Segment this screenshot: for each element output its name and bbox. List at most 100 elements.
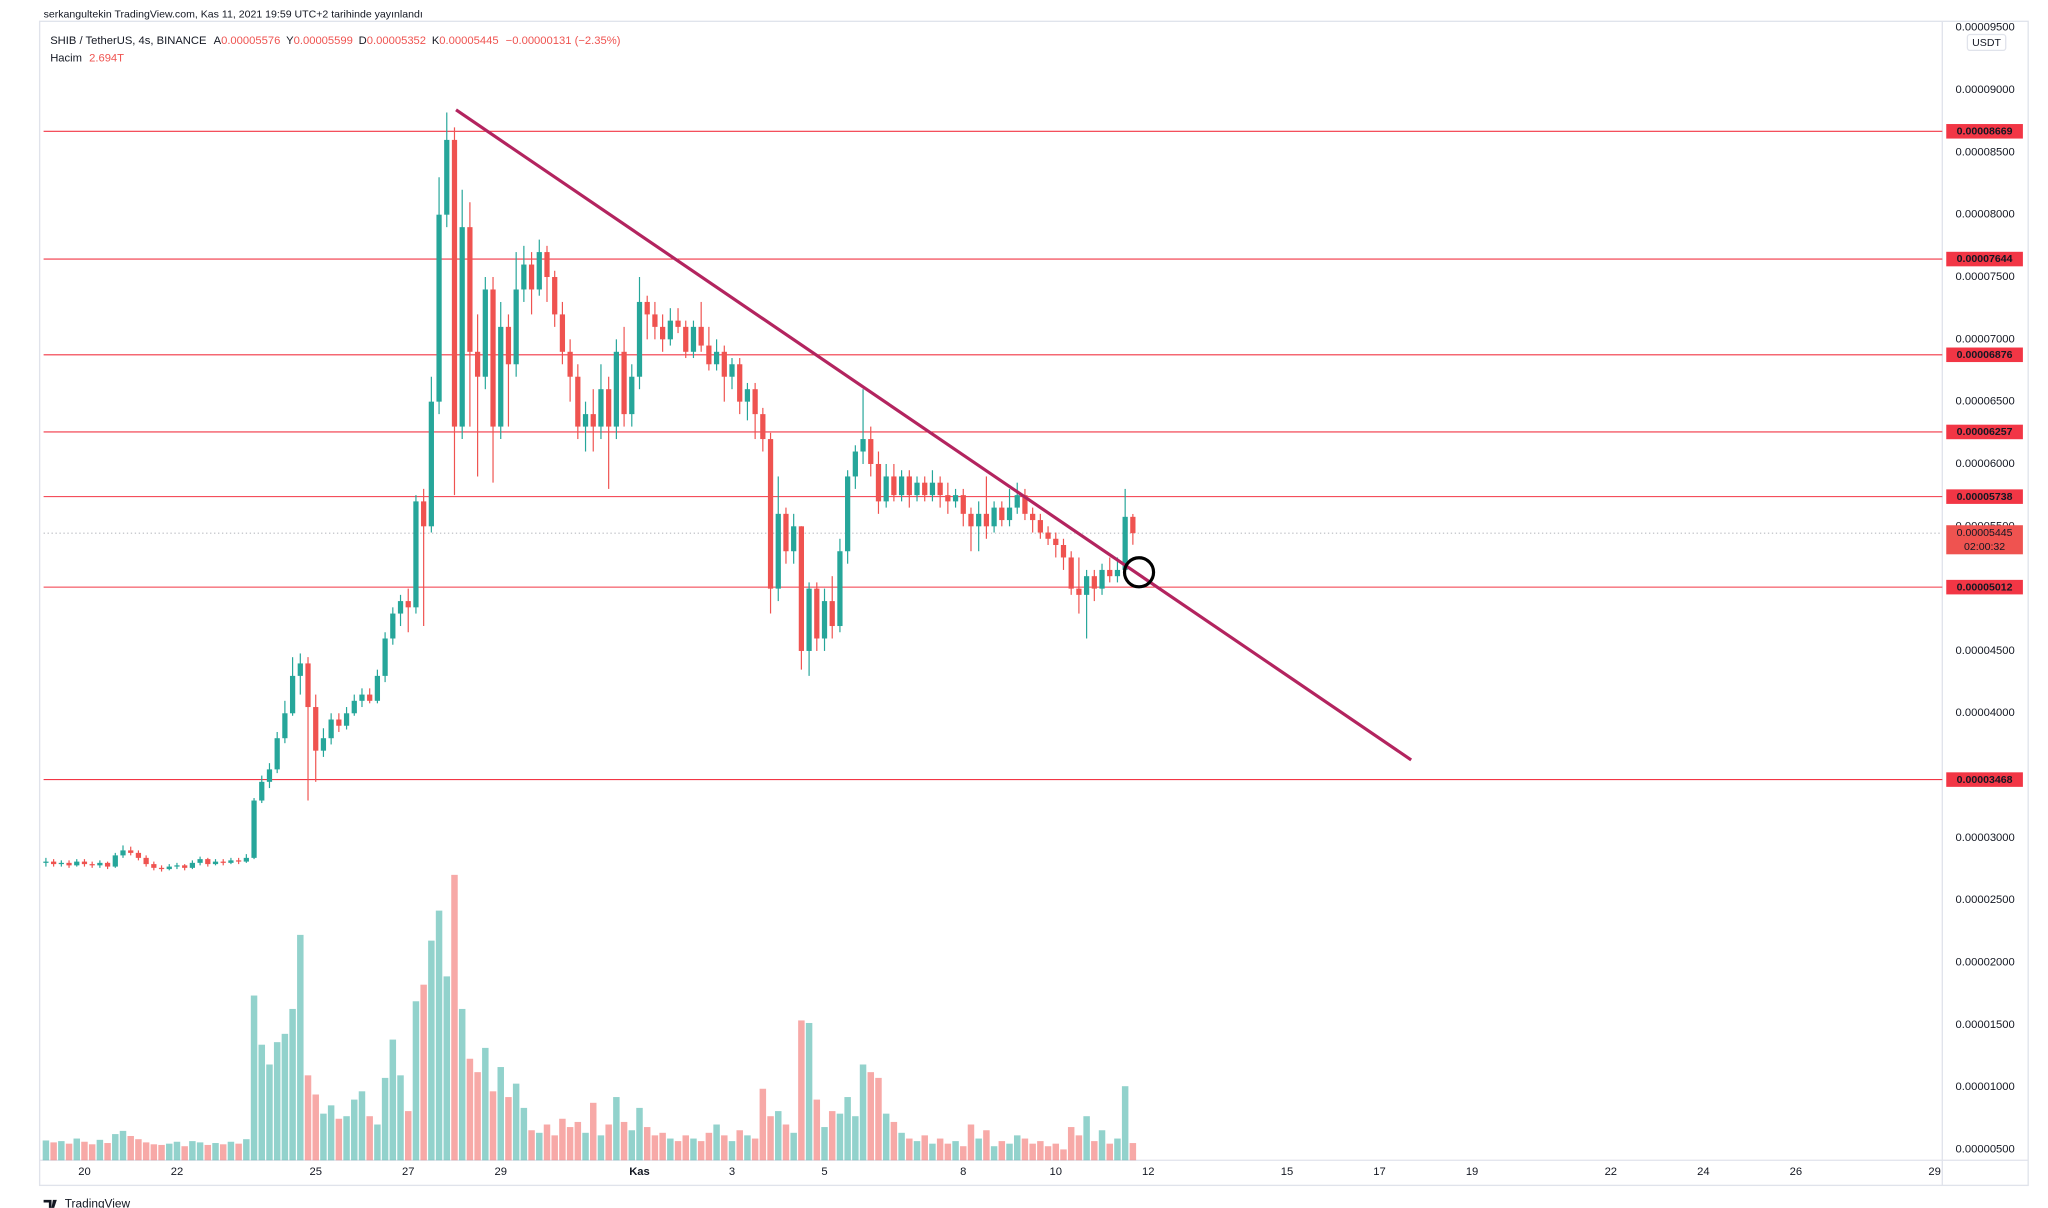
volume-legend-name: Hacim (50, 52, 82, 64)
candle-body (97, 862, 103, 866)
candle-body (737, 364, 743, 402)
volume-bar (1044, 1146, 1052, 1161)
candle-body (274, 738, 280, 770)
candle-body (1030, 513, 1036, 521)
candle-body (490, 289, 496, 427)
volume-bar (667, 1138, 674, 1161)
candle-body (43, 861, 49, 863)
candle-body (613, 351, 619, 427)
legend-value: 0.00005576 (221, 35, 280, 47)
volume-bar (50, 1142, 57, 1161)
candle-body (1076, 588, 1082, 595)
last-price-box (1946, 525, 2023, 555)
volume-bar (73, 1138, 80, 1161)
volume-bar (81, 1141, 88, 1161)
candle-body (536, 252, 542, 290)
candle-body (1045, 532, 1051, 539)
volume-bar (1029, 1143, 1036, 1161)
volume-bar (212, 1143, 219, 1161)
volume-bar (273, 1042, 281, 1161)
volume-bar (983, 1130, 990, 1161)
x-tick-label: 3 (729, 1166, 735, 1178)
volume-bar (281, 1033, 289, 1161)
y-tick-label: 0.00001000 (1956, 1081, 2015, 1093)
candle-body (698, 326, 704, 346)
volume-bar (289, 1008, 296, 1161)
volume-bar (381, 1077, 389, 1161)
candle-body (104, 862, 111, 867)
volume-bar (297, 934, 304, 1161)
candle-body (798, 526, 805, 651)
highlight-circle (1122, 556, 1156, 589)
volume-bar (921, 1135, 928, 1161)
legend-key: D (359, 35, 367, 47)
volume-bar (520, 1107, 528, 1161)
candle-body (837, 551, 843, 627)
x-tick-label: 15 (1281, 1166, 1293, 1178)
x-tick-label: 27 (402, 1166, 414, 1178)
volume-bar (189, 1141, 196, 1161)
candle-body (606, 389, 612, 427)
volume-bar (58, 1141, 65, 1161)
volume-bar (1021, 1138, 1029, 1161)
candle-body (1053, 538, 1059, 546)
volume-bar (1083, 1116, 1090, 1161)
candle-body (544, 252, 550, 278)
volume-bar (204, 1144, 212, 1161)
level-label-box (1946, 424, 2023, 440)
level-label-box (1946, 347, 2023, 363)
volume-bar (767, 1116, 774, 1161)
candle-body (467, 227, 473, 352)
volume-bar (882, 1113, 890, 1161)
candle-body (297, 663, 303, 676)
volume-bar (582, 1132, 589, 1161)
volume-bar (512, 1083, 520, 1161)
volume-bar (682, 1135, 689, 1161)
candle-body (382, 638, 388, 676)
candle-body (968, 513, 974, 527)
candle-body (845, 476, 851, 552)
candle-body (220, 861, 226, 863)
x-tick-label: 29 (1928, 1166, 1940, 1178)
last-price-label: 0.00005445 (1957, 527, 2013, 539)
candle-body (336, 719, 342, 726)
candle-body (328, 719, 334, 739)
y-tick-label: 0.00009500 (1956, 22, 2015, 34)
legend-symbol: SHIB / TetherUS, 4s, BINANCE (50, 35, 206, 47)
x-tick-label: 29 (494, 1166, 506, 1178)
trend-line (455, 108, 1413, 762)
candle-body (775, 513, 781, 589)
candle-body (821, 601, 828, 639)
volume-bar (173, 1141, 181, 1161)
candle-body (390, 613, 396, 639)
candle-body (58, 862, 64, 865)
candle-body (436, 214, 442, 402)
candle-body (644, 301, 650, 315)
legend-change: −0.00000131 (−2.35%) (506, 35, 621, 47)
candle-body (1022, 495, 1028, 514)
volume-bar (867, 1072, 875, 1161)
candle-body (1083, 576, 1090, 595)
candle-body (251, 800, 257, 858)
candle-body (667, 320, 673, 340)
logo-mark (43, 1199, 57, 1208)
candle-layer (43, 108, 1413, 872)
candle-body (89, 864, 95, 866)
volume-bar (96, 1139, 104, 1161)
volume-bar (775, 1111, 782, 1161)
candle-body (405, 601, 411, 608)
volume-bar (628, 1130, 636, 1161)
candle-body (760, 414, 766, 440)
candle-body (636, 301, 643, 377)
volume-bar (1067, 1127, 1075, 1161)
volume-bar (335, 1118, 343, 1161)
candle-body (359, 694, 365, 701)
volume-bar (813, 1099, 821, 1161)
candle-body (289, 675, 296, 714)
candle-body (706, 345, 712, 365)
volume-bar (119, 1130, 127, 1161)
candle-body (120, 850, 126, 856)
candle-body (898, 476, 905, 496)
candle-body (783, 513, 789, 552)
volume-bar (1121, 1086, 1129, 1161)
